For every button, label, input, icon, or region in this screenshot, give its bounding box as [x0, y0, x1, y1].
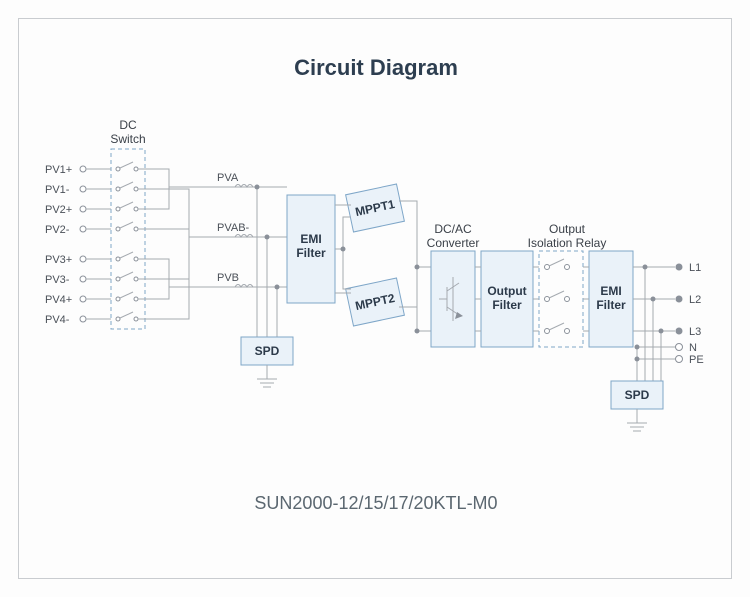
- mppt2-group: MPPT2: [346, 278, 405, 326]
- dc-switch-box: [111, 149, 145, 329]
- emi2-label-2: Filter: [596, 298, 626, 312]
- emi2-label-1: EMI: [600, 284, 621, 298]
- pv-label: PV4+: [45, 294, 72, 306]
- ac-outputs: L1 L2 L3 NPE: [633, 262, 704, 381]
- ac-terminal: [676, 296, 683, 303]
- pv-label: PV2+: [45, 204, 72, 216]
- pv-label: PV1+: [45, 164, 72, 176]
- pv-label: PV3-: [45, 274, 70, 286]
- pv-terminal: [80, 166, 86, 172]
- ac-label: L2: [689, 294, 701, 306]
- dcac-label-2: Converter: [427, 236, 480, 250]
- pv-terminal: [80, 316, 86, 322]
- relay-switches: [545, 259, 570, 334]
- outfilter-label-1: Output: [487, 284, 526, 298]
- mppt1-group: MPPT1: [346, 184, 405, 232]
- pv-terminal: [80, 226, 86, 232]
- dc-switch-label-1: DC: [119, 118, 137, 132]
- pv-terminal: [80, 186, 86, 192]
- ac-label: L1: [689, 262, 701, 274]
- pv-label: PV2-: [45, 224, 70, 236]
- pv-label: PV4-: [45, 314, 70, 326]
- page: Circuit Diagram DC Switch PV1+PV1-PV2+PV…: [0, 0, 750, 597]
- pv-inputs-group: PV1+ PV1- PV2+ PV2- PV3+ PV3- PV4+ PV4-: [45, 164, 111, 326]
- bus-wires: PVA PVAB- PVB: [145, 169, 287, 337]
- dc-switch-label-2: Switch: [110, 132, 145, 146]
- pv-label: PV3+: [45, 254, 72, 266]
- emi1-label-1: EMI: [300, 232, 321, 246]
- title: Circuit Diagram: [294, 55, 458, 80]
- spd1-label: SPD: [255, 344, 280, 358]
- ac-label: N: [689, 342, 697, 354]
- dc-switch-poles: [116, 162, 145, 321]
- relay-label-2: Isolation Relay: [528, 236, 607, 250]
- bus-label: PVB: [217, 272, 239, 284]
- ac-terminal: [676, 264, 683, 271]
- diagram-frame: Circuit Diagram DC Switch PV1+PV1-PV2+PV…: [18, 18, 732, 579]
- ac-terminal: [676, 344, 683, 351]
- pv-terminal: [80, 256, 86, 262]
- spd2-label: SPD: [625, 388, 650, 402]
- pv-terminal: [80, 276, 86, 282]
- bus-label: PVA: [217, 172, 239, 184]
- circuit-svg: Circuit Diagram DC Switch PV1+PV1-PV2+PV…: [19, 19, 733, 580]
- pv-terminal: [80, 296, 86, 302]
- outfilter-label-2: Filter: [492, 298, 522, 312]
- ac-terminal: [676, 328, 683, 335]
- bus-label: PVAB-: [217, 222, 250, 234]
- ac-label: L3: [689, 326, 701, 338]
- dcac-label-1: DC/AC: [434, 222, 472, 236]
- ac-label: PE: [689, 354, 704, 366]
- relay-label-1: Output: [549, 222, 586, 236]
- pv-label: PV1-: [45, 184, 70, 196]
- ac-terminal: [676, 356, 683, 363]
- emi1-label-2: Filter: [296, 246, 326, 260]
- caption: SUN2000-12/15/17/20KTL-M0: [254, 493, 497, 513]
- pv-terminal: [80, 206, 86, 212]
